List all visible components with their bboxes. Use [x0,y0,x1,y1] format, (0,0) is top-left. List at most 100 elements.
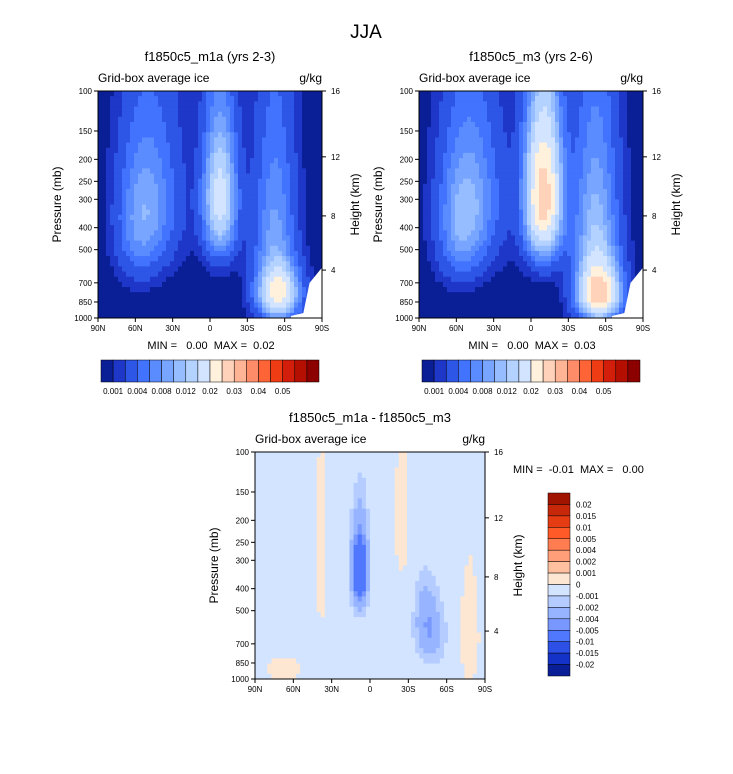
field-cell [246,101,251,107]
field-cell [607,178,612,185]
field-cell [439,116,444,123]
field-cell [551,91,556,97]
field-cell [270,240,275,247]
field-cell [310,132,315,138]
field-cell [98,281,103,288]
field-cell [631,91,636,97]
field-cell [603,158,608,164]
field-cell [110,214,115,221]
field-cell [491,230,496,236]
field-cell [491,111,496,118]
field-cell [623,194,628,200]
field-cell [138,121,143,128]
field-cell [290,214,295,221]
field-cell [234,91,239,97]
field-cell [623,261,628,267]
field-cell [290,163,295,169]
field-cell [186,132,191,138]
field-cell [202,116,207,123]
field-cell [274,271,279,278]
field-cell [607,261,612,267]
field-cell [443,271,448,278]
field-cell [182,219,187,226]
field-cell [318,116,323,123]
field-cell [222,142,227,149]
field-cell [447,261,452,267]
field-cell [531,199,536,205]
field-cell [467,230,472,236]
field-cell [495,204,500,211]
field-cell [146,163,151,169]
field-cell [262,266,267,272]
field-cell [495,307,500,314]
field-cell [575,287,580,293]
field-cell [194,158,199,164]
field-cell [511,96,516,102]
field-cell [575,137,580,143]
field-cell [246,230,251,236]
field-cell [583,121,588,128]
field-cell [310,245,315,252]
field-cell [567,292,572,298]
field-cell [314,121,319,128]
field-cell [423,178,428,185]
field-cell [471,312,476,319]
field-cell [583,214,588,221]
field-cell [591,256,596,262]
field-cell [218,292,223,298]
field-cell [487,297,492,303]
field-cell [511,302,516,309]
field-cell [186,183,191,190]
field-cell [318,240,323,247]
field-cell [555,219,560,226]
field-cell [242,302,247,309]
field-cell [138,132,143,138]
field-cell [106,250,111,257]
field-cell [515,96,520,102]
field-cell [491,245,496,252]
field-cell [479,189,484,195]
field-cell [142,101,147,107]
field-cell [435,147,440,154]
field-cell [439,132,444,138]
field-cell [194,266,199,272]
field-cell [619,199,624,205]
field-cell [218,287,223,293]
field-cell [194,132,199,138]
field-cell [615,96,620,102]
field-cell [274,189,279,195]
field-cell [98,276,103,283]
field-cell [535,116,540,123]
field-cell [238,256,243,262]
field-cell [507,204,512,211]
field-cell [186,158,191,164]
field-cell [447,240,452,247]
field-cell [491,271,496,278]
field-cell [599,91,604,97]
field-cell [178,116,183,123]
field-cell [575,96,580,102]
field-cell [607,106,612,113]
field-cell [619,194,624,200]
field-cell [222,276,227,283]
field-cell [134,245,139,252]
field-cell [306,178,311,185]
field-cell [126,173,131,180]
field-cell [274,245,279,252]
field-cell [186,204,191,211]
field-cell [495,127,500,133]
field-cell [455,173,460,180]
field-cell [198,261,203,267]
field-cell [571,204,576,211]
field-cell [262,261,267,267]
field-cell [443,142,448,149]
field-cell [166,116,171,123]
field-cell [266,261,271,267]
field-cell [270,199,275,205]
field-cell [282,209,287,216]
field-cell [515,266,520,272]
field-cell [234,158,239,164]
field-cell [559,183,564,190]
field-cell [563,266,568,272]
field-cell [571,297,576,303]
